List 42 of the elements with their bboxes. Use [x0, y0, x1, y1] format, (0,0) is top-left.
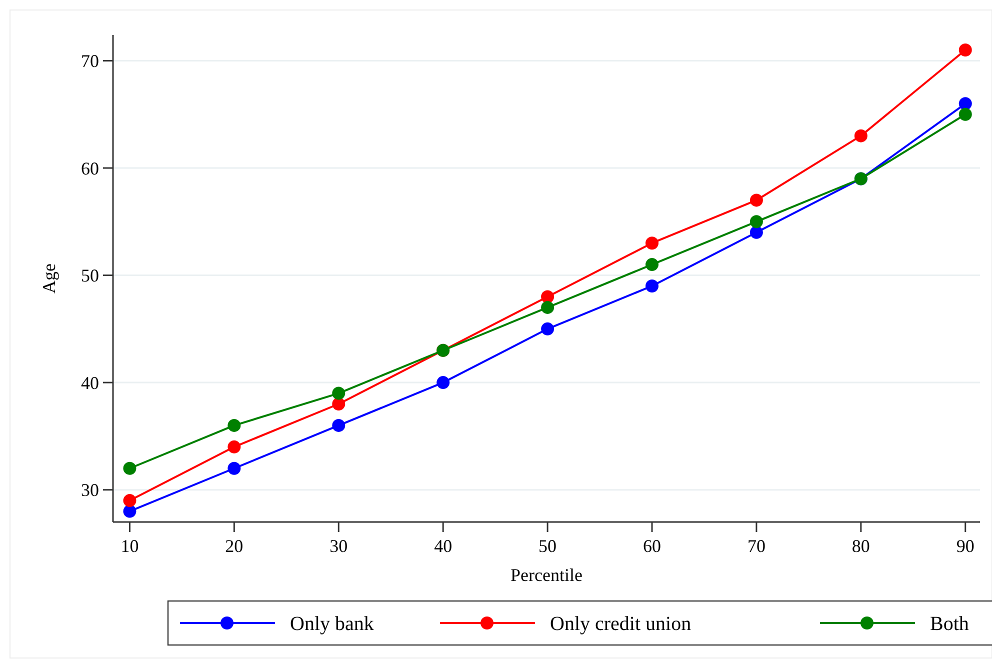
y-tick-label: 40 [81, 372, 99, 393]
x-tick-label: 80 [852, 536, 870, 556]
point [332, 386, 346, 400]
x-tick-label: 70 [747, 536, 766, 556]
point [750, 194, 763, 207]
y-tick-label: 60 [81, 158, 99, 178]
x-tick-label: 30 [330, 536, 348, 556]
point [541, 322, 554, 336]
y-tick-label: 50 [81, 266, 99, 286]
legend-label: Both [930, 613, 969, 635]
y-tick-label: 30 [81, 480, 99, 500]
x-tick-label: 10 [120, 536, 139, 556]
x-tick-label: 50 [538, 536, 557, 556]
point [332, 418, 346, 432]
point [541, 300, 554, 314]
point [123, 504, 136, 518]
point [958, 97, 972, 110]
x-tick-label: 60 [643, 536, 661, 556]
x-tick-label: 20 [225, 536, 244, 556]
point [436, 376, 450, 390]
x-tick-label: 90 [956, 536, 974, 556]
point [646, 236, 658, 250]
point [228, 418, 241, 432]
point [123, 462, 136, 475]
point [958, 108, 972, 121]
point [750, 215, 763, 228]
point [228, 462, 241, 475]
point [332, 398, 346, 411]
point [228, 440, 241, 454]
legend-label: Only credit union [550, 613, 692, 635]
legend-label: Only bank [290, 613, 374, 635]
point [854, 129, 868, 142]
point [541, 290, 554, 304]
point [750, 226, 763, 239]
point [646, 258, 658, 272]
y-tick-label: 70 [81, 51, 99, 72]
point [958, 44, 972, 57]
point [123, 494, 136, 508]
point [646, 280, 658, 293]
x-tick-label: 40 [434, 536, 452, 556]
x-axis-title: Percentile [510, 565, 582, 585]
y-axis-title: Age [39, 264, 59, 294]
